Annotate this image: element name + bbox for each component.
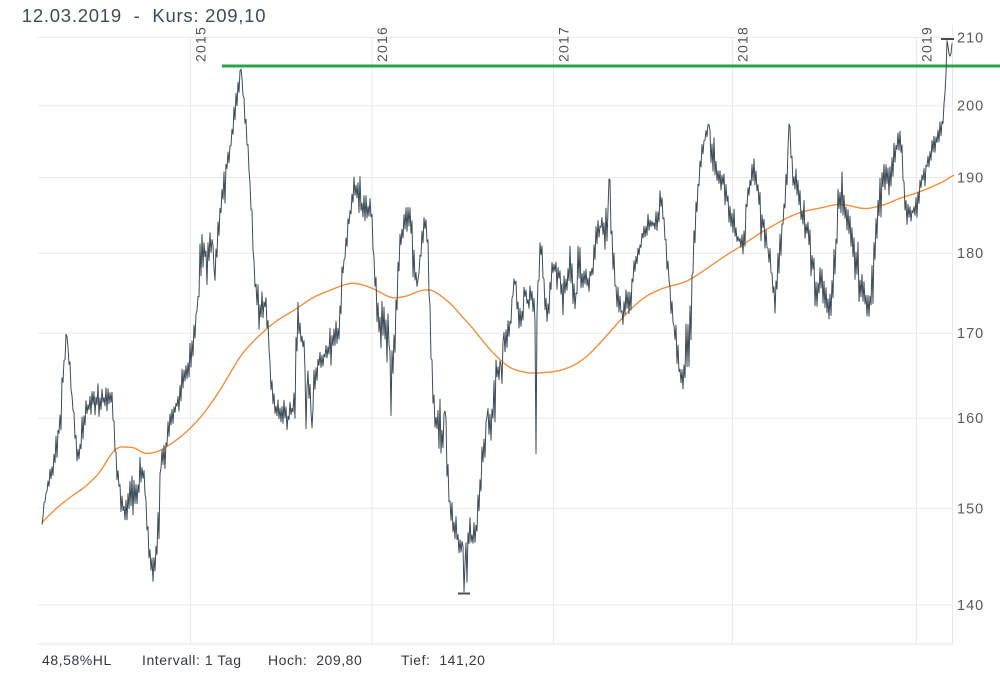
svg-text:Hoch: 209,80: Hoch: 209,80 xyxy=(268,652,362,668)
svg-text:210: 210 xyxy=(957,30,984,46)
svg-text:2016: 2016 xyxy=(374,26,390,62)
svg-text:12.03.2019 - Kurs: 209,10: 12.03.2019 - Kurs: 209,10 xyxy=(22,5,266,26)
svg-text:2015: 2015 xyxy=(193,26,209,62)
svg-text:48,58%HL: 48,58%HL xyxy=(42,652,112,668)
svg-text:180: 180 xyxy=(957,246,984,262)
svg-text:2019: 2019 xyxy=(919,26,935,62)
svg-text:Tief: 141,20: Tief: 141,20 xyxy=(401,652,485,668)
svg-text:190: 190 xyxy=(957,171,984,187)
svg-text:200: 200 xyxy=(957,99,984,115)
svg-text:150: 150 xyxy=(957,501,984,517)
svg-text:2018: 2018 xyxy=(735,26,751,62)
svg-text:170: 170 xyxy=(957,326,984,342)
svg-text:2017: 2017 xyxy=(556,26,572,62)
svg-text:Intervall: 1 Tag: Intervall: 1 Tag xyxy=(142,652,242,668)
svg-text:140: 140 xyxy=(957,598,984,614)
svg-text:160: 160 xyxy=(957,411,984,427)
